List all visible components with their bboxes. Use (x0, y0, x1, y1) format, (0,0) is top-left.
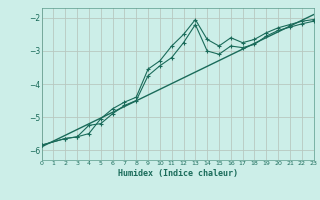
X-axis label: Humidex (Indice chaleur): Humidex (Indice chaleur) (118, 169, 237, 178)
